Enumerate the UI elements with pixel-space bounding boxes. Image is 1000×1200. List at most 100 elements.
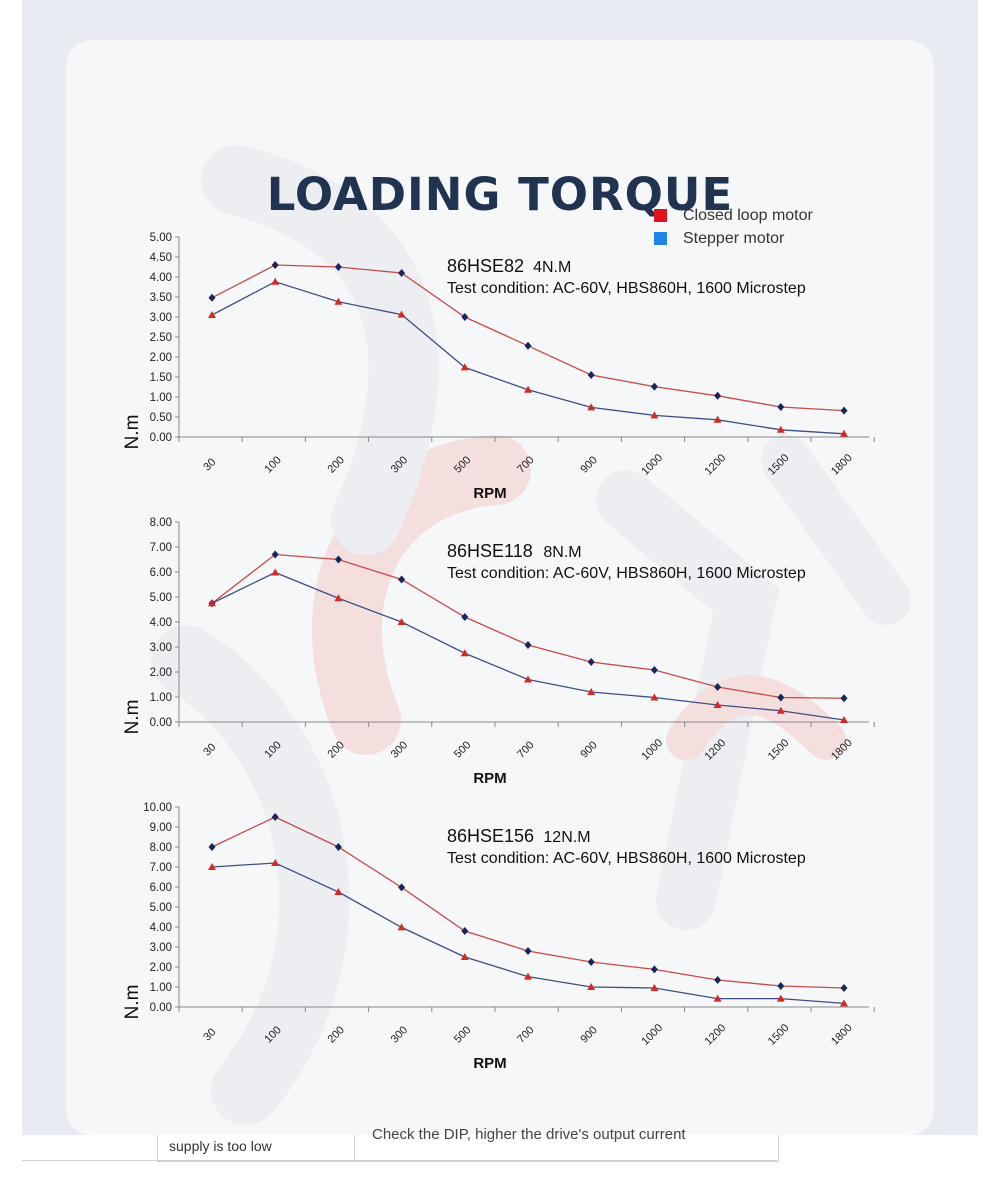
data-point-stepper bbox=[460, 363, 469, 371]
data-point-stepper bbox=[713, 994, 722, 1002]
x-tick-label: 100 bbox=[262, 1024, 283, 1045]
data-point-stepper bbox=[776, 706, 785, 714]
data-point-closed-loop bbox=[650, 666, 658, 674]
data-point-stepper bbox=[840, 999, 848, 1007]
x-tick-label: 1000 bbox=[639, 452, 665, 478]
data-point-stepper bbox=[840, 716, 848, 723]
data-point-closed-loop bbox=[524, 341, 532, 350]
x-tick-label: 1500 bbox=[766, 737, 792, 763]
data-point-closed-loop bbox=[208, 843, 216, 851]
x-tick-label: 1800 bbox=[829, 452, 855, 478]
data-point-closed-loop bbox=[524, 947, 532, 955]
spec-card: LOADING TORQUE Closed loop motor Stepper… bbox=[66, 40, 934, 1135]
y-tick-label: 4.00 bbox=[150, 272, 172, 284]
x-tick-label: 900 bbox=[578, 1024, 599, 1045]
data-point-stepper bbox=[334, 888, 343, 895]
watermark-logo bbox=[151, 145, 911, 1125]
test-condition-label: Test condition: AC-60V, HBS860H, 1600 Mi… bbox=[447, 850, 806, 867]
x-tick-label: 500 bbox=[452, 739, 473, 760]
data-point-stepper bbox=[587, 403, 596, 411]
x-tick-label: 1200 bbox=[703, 737, 729, 763]
y-tick-label: 7.00 bbox=[150, 862, 172, 874]
torque-chart-86hse118: 0.00 1.00 2.00 3.00 4.00 5.00 6.00 7.00 8.00 30 10… bbox=[66, 510, 934, 790]
torque-chart-86hse82: 0.00 0.50 1.00 1.50 2.00 2.50 3.00 3.50 4.00 4.50… bbox=[66, 225, 934, 505]
data-point-stepper bbox=[271, 568, 280, 576]
model-label: 86HSE156 bbox=[447, 826, 534, 846]
data-point-closed-loop bbox=[777, 403, 785, 411]
y-tick-label: 4.00 bbox=[150, 922, 172, 934]
x-tick-label: 1800 bbox=[829, 1022, 855, 1048]
y-tick-label: 5.00 bbox=[150, 902, 172, 914]
y-tick-label: 2.00 bbox=[150, 352, 172, 364]
y-tick-label: 2.50 bbox=[150, 332, 172, 344]
data-point-stepper bbox=[776, 994, 785, 1002]
y-tick-label: 9.00 bbox=[150, 822, 172, 834]
test-condition-label: Test condition: AC-60V, HBS860H, 1600 Mi… bbox=[447, 280, 806, 297]
data-point-stepper bbox=[587, 983, 596, 990]
y-tick-label: 8.00 bbox=[150, 517, 172, 529]
data-point-closed-loop bbox=[461, 927, 469, 935]
page-divider-line bbox=[22, 1160, 777, 1161]
data-point-closed-loop bbox=[840, 984, 848, 992]
x-tick-label: 1200 bbox=[703, 452, 729, 478]
x-tick-label: 200 bbox=[326, 739, 347, 760]
y-tick-label: 5.00 bbox=[150, 592, 172, 604]
y-tick-label: 1.00 bbox=[150, 392, 172, 404]
data-point-closed-loop bbox=[271, 261, 279, 269]
data-point-closed-loop bbox=[650, 382, 658, 391]
y-tick-label: 4.00 bbox=[150, 617, 172, 629]
data-point-stepper bbox=[650, 411, 659, 419]
y-tick-label: 7.00 bbox=[150, 542, 172, 554]
data-point-stepper bbox=[650, 693, 659, 701]
data-point-closed-loop bbox=[271, 550, 279, 559]
x-tick-label: 30 bbox=[201, 456, 218, 473]
y-tick-label: 3.00 bbox=[150, 642, 172, 654]
x-tick-label: 1800 bbox=[829, 737, 855, 763]
y-tick-label: 10.00 bbox=[143, 802, 172, 814]
y-tick-label: 6.00 bbox=[150, 882, 172, 894]
data-point-stepper bbox=[524, 972, 532, 980]
y-tick-label: 6.00 bbox=[150, 567, 172, 579]
x-tick-label: 700 bbox=[515, 739, 536, 760]
data-point-closed-loop bbox=[714, 976, 722, 984]
y-tick-label: 1.50 bbox=[150, 372, 172, 384]
data-point-closed-loop bbox=[524, 641, 532, 649]
x-tick-label: 500 bbox=[452, 1024, 473, 1045]
data-point-stepper bbox=[650, 984, 659, 991]
x-tick-label: 200 bbox=[326, 1024, 347, 1045]
y-axis-title: N.m bbox=[122, 985, 143, 1020]
data-point-closed-loop bbox=[334, 843, 342, 851]
data-point-stepper bbox=[713, 415, 722, 423]
data-point-stepper bbox=[840, 429, 848, 437]
data-point-stepper bbox=[208, 863, 216, 870]
data-point-stepper bbox=[524, 675, 532, 683]
test-condition-label: Test condition: AC-60V, HBS860H, 1600 Mi… bbox=[447, 565, 806, 582]
y-tick-label: 3.00 bbox=[150, 312, 172, 324]
data-point-closed-loop bbox=[398, 269, 406, 277]
data-point-closed-loop bbox=[777, 693, 785, 702]
data-point-stepper bbox=[334, 297, 343, 305]
y-axis-title: N.m bbox=[122, 415, 143, 450]
legend-label-closed-loop: Closed loop motor bbox=[683, 206, 813, 224]
data-point-closed-loop bbox=[334, 263, 342, 271]
data-point-closed-loop bbox=[650, 965, 658, 974]
x-tick-label: 900 bbox=[578, 454, 599, 475]
legend-swatch-stepper bbox=[654, 232, 667, 245]
data-point-closed-loop bbox=[587, 371, 595, 379]
data-point-stepper bbox=[460, 953, 469, 960]
data-point-closed-loop bbox=[714, 391, 722, 400]
y-tick-label: 0.00 bbox=[150, 717, 172, 729]
data-point-closed-loop bbox=[587, 658, 595, 666]
x-tick-label: 500 bbox=[452, 454, 473, 475]
y-tick-label: 0.00 bbox=[150, 1002, 172, 1014]
data-point-stepper bbox=[208, 599, 216, 607]
x-tick-label: 30 bbox=[201, 1026, 218, 1043]
model-label: 86HSE82 bbox=[447, 256, 524, 276]
data-point-closed-loop bbox=[398, 575, 406, 584]
y-tick-label: 4.50 bbox=[150, 252, 172, 264]
data-point-closed-loop bbox=[587, 958, 595, 966]
data-point-stepper bbox=[334, 594, 343, 602]
x-axis-title: RPM bbox=[473, 485, 506, 502]
x-tick-label: 1200 bbox=[703, 1022, 729, 1048]
model-label: 86HSE118 bbox=[447, 541, 533, 561]
